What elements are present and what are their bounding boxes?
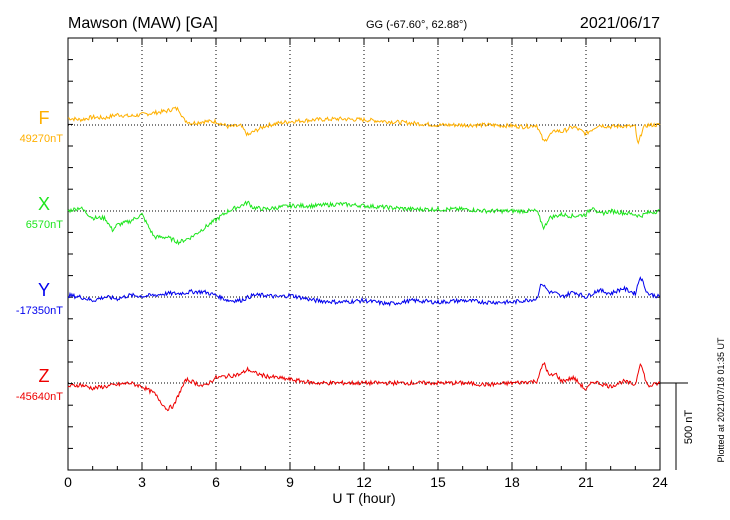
scale-bar-label: 500 nT [683, 410, 695, 445]
x-tick-label-9: 9 [286, 474, 294, 490]
x-axis-label: U T (hour) [332, 490, 395, 506]
x-tick-label-24: 24 [652, 474, 668, 490]
x-tick-label-21: 21 [578, 474, 594, 490]
baseline-value-Y: -17350nT [16, 305, 63, 317]
scale-bar: 500 nT [660, 382, 695, 470]
baseline-value-Z: -45640nT [16, 391, 63, 403]
grid [141, 38, 587, 470]
x-tick-label-15: 15 [430, 474, 446, 490]
series-line-Y [67, 276, 661, 307]
series-name-X: X [38, 194, 50, 214]
station-title: Mawson (MAW) [GA] [68, 15, 218, 32]
plotted-timestamp: Plotted at 2021/07/18 01:35 UT [716, 337, 726, 463]
series-name-Z: Z [39, 366, 50, 386]
date-label: 2021/06/17 [580, 15, 660, 32]
x-tick-label-6: 6 [212, 474, 220, 490]
series-line-X [67, 200, 661, 246]
baseline-value-X: 6570nT [26, 219, 64, 231]
x-tick-label-18: 18 [504, 474, 520, 490]
x-tick-label-12: 12 [356, 474, 372, 490]
series-name-F: F [39, 108, 50, 128]
x-ticks: 0 3 6 9 12 15 18 21 24 [64, 37, 668, 490]
series-line-F [67, 106, 661, 145]
series-line-Z [67, 361, 661, 412]
series-name-Y: Y [38, 280, 50, 300]
x-tick-label-0: 0 [64, 474, 72, 490]
coordinates-label: GG (-67.60°, 62.88°) [366, 19, 467, 31]
x-tick-label-3: 3 [138, 474, 146, 490]
series-group [67, 106, 661, 412]
series-labels: F 49270nT X 6570nT Y -17350nT Z -45640nT [16, 108, 63, 403]
baseline-value-F: 49270nT [20, 133, 64, 145]
